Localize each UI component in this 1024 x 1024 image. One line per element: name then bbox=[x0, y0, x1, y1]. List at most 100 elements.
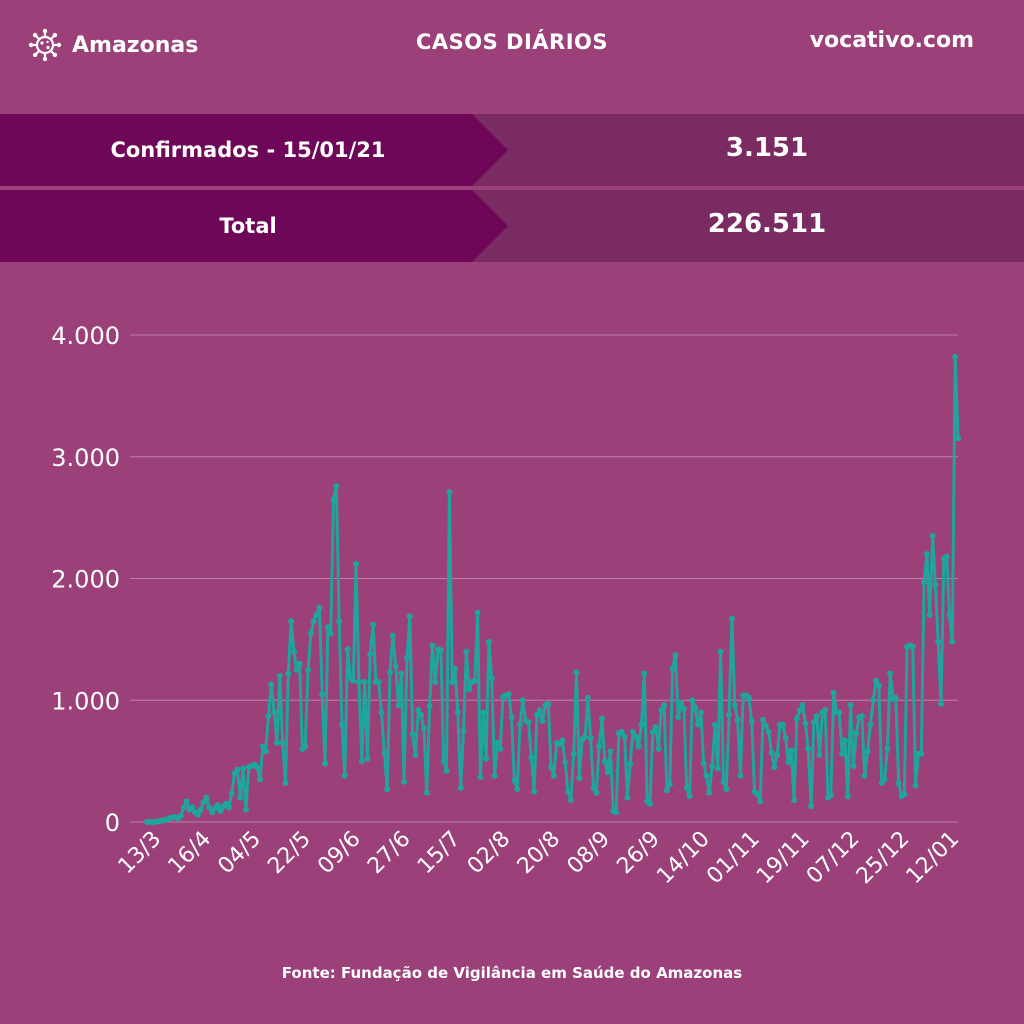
data-point bbox=[663, 787, 670, 794]
source-note: Fonte: Fundação de Vigilância em Saúde d… bbox=[281, 964, 743, 982]
data-point bbox=[341, 772, 348, 779]
x-tick-label: 13/3 bbox=[114, 827, 167, 880]
data-point bbox=[180, 804, 187, 811]
data-point bbox=[576, 775, 583, 782]
data-point bbox=[737, 772, 744, 779]
data-point bbox=[830, 689, 837, 696]
data-point bbox=[822, 707, 829, 713]
data-point bbox=[952, 353, 959, 360]
data-point bbox=[539, 717, 546, 724]
data-point bbox=[432, 679, 439, 685]
data-point bbox=[887, 670, 894, 677]
data-point bbox=[601, 758, 608, 765]
data-point bbox=[884, 745, 891, 752]
data-point bbox=[647, 800, 653, 807]
data-point bbox=[197, 806, 204, 813]
data-point bbox=[697, 709, 704, 716]
data-point bbox=[686, 793, 693, 800]
data-point bbox=[678, 699, 685, 706]
data-point bbox=[279, 739, 286, 746]
data-point bbox=[709, 763, 716, 769]
data-point bbox=[370, 621, 377, 628]
data-point bbox=[177, 812, 184, 819]
data-point bbox=[511, 777, 518, 784]
data-point bbox=[810, 719, 817, 726]
y-tick-label: 0 bbox=[105, 809, 120, 837]
data-point bbox=[692, 704, 699, 711]
data-point bbox=[358, 758, 365, 765]
data-point bbox=[793, 715, 800, 722]
data-point bbox=[695, 721, 701, 728]
data-point bbox=[760, 716, 766, 723]
x-tick-label: 14/10 bbox=[652, 827, 715, 890]
data-point bbox=[630, 728, 636, 735]
data-point bbox=[926, 612, 933, 618]
data-point bbox=[237, 794, 244, 801]
y-tick-label: 1.000 bbox=[51, 687, 120, 715]
data-point bbox=[488, 675, 495, 682]
data-point bbox=[282, 780, 289, 786]
x-tick-label: 27/6 bbox=[363, 827, 416, 880]
page-title: CASOS DIÁRIOS bbox=[415, 30, 609, 54]
confirmed-row: Confirmados - 15/01/21 3.151 bbox=[0, 114, 1024, 186]
data-point bbox=[440, 758, 447, 765]
data-point bbox=[265, 713, 272, 720]
x-tick-label: 22/5 bbox=[263, 827, 316, 880]
data-point bbox=[791, 797, 798, 804]
data-point bbox=[799, 702, 806, 709]
data-point bbox=[562, 759, 569, 766]
data-point bbox=[404, 654, 410, 661]
daily-cases-chart: 0 1.000 2.000 3.000 4.000 13/316/404/522/509/… bbox=[51, 322, 965, 890]
data-point bbox=[627, 760, 634, 767]
data-point bbox=[712, 721, 718, 728]
data-point bbox=[274, 739, 280, 746]
data-point bbox=[491, 772, 498, 779]
data-point bbox=[183, 798, 190, 805]
data-point bbox=[418, 711, 425, 718]
data-point bbox=[392, 663, 399, 670]
data-point bbox=[805, 745, 812, 752]
data-point bbox=[497, 745, 504, 752]
data-point bbox=[938, 700, 944, 707]
data-point bbox=[225, 804, 232, 811]
data-point bbox=[717, 648, 724, 655]
data-point bbox=[548, 764, 555, 771]
data-point bbox=[867, 721, 874, 728]
data-point bbox=[765, 728, 772, 735]
data-point bbox=[723, 786, 730, 793]
data-point bbox=[638, 721, 645, 728]
data-point bbox=[607, 748, 614, 755]
data-point bbox=[483, 755, 490, 762]
data-point bbox=[836, 709, 843, 716]
data-point bbox=[254, 764, 261, 771]
data-point bbox=[525, 719, 532, 726]
data-point bbox=[728, 615, 735, 622]
data-point bbox=[194, 811, 201, 818]
data-point bbox=[892, 694, 899, 701]
data-point bbox=[881, 776, 888, 783]
data-point bbox=[384, 786, 391, 793]
data-point bbox=[714, 765, 721, 772]
data-point bbox=[923, 551, 930, 558]
data-point bbox=[285, 670, 292, 677]
data-point bbox=[675, 714, 682, 721]
data-point bbox=[350, 677, 357, 684]
data-point bbox=[302, 743, 309, 750]
x-tick-label: 12/01 bbox=[902, 827, 965, 890]
data-point bbox=[901, 791, 908, 797]
data-point bbox=[310, 618, 317, 625]
data-point bbox=[573, 669, 580, 676]
data-point bbox=[290, 648, 297, 655]
data-point bbox=[477, 774, 484, 780]
data-point bbox=[757, 798, 764, 805]
data-point bbox=[339, 721, 345, 728]
total-value-box: 226.511 bbox=[470, 190, 1024, 262]
data-point bbox=[864, 748, 871, 755]
data-point bbox=[779, 721, 786, 728]
data-point bbox=[313, 612, 320, 618]
data-point bbox=[666, 781, 673, 788]
data-point bbox=[545, 700, 552, 707]
data-point bbox=[293, 666, 300, 673]
data-point bbox=[437, 647, 444, 654]
data-point bbox=[471, 677, 478, 684]
